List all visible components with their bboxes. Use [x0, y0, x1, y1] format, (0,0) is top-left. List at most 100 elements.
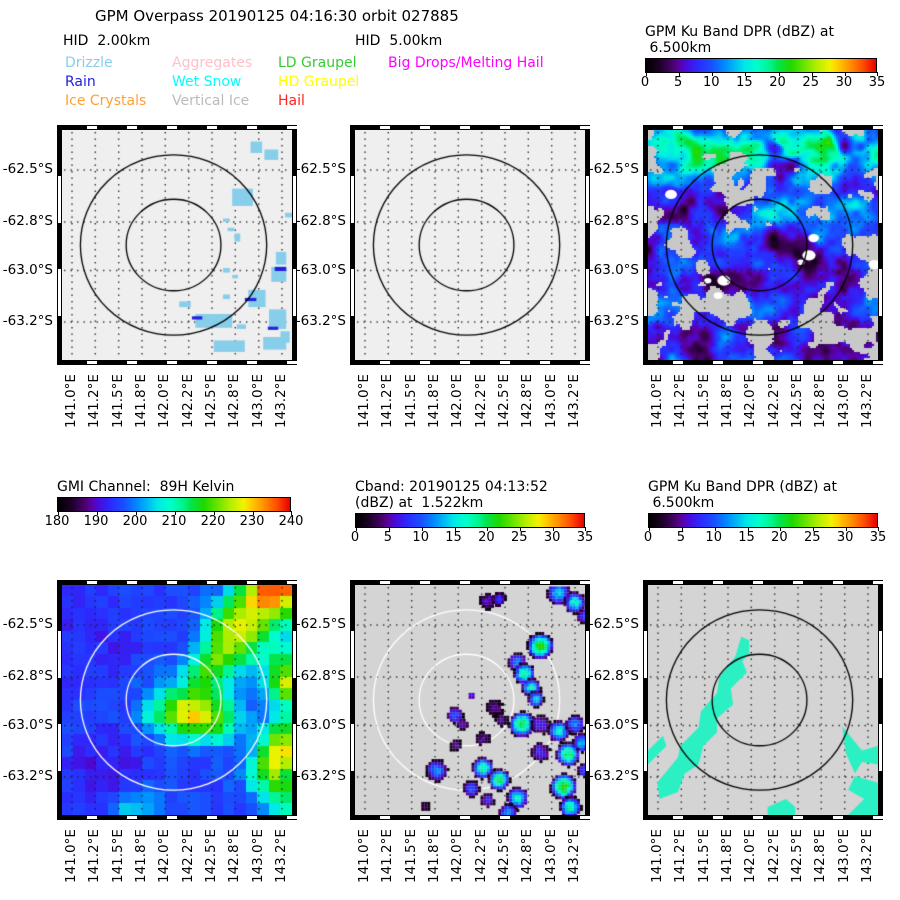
panel-hid-2km-map: -62.5°S -62.8°S -63.0°S -63.2°S 141.0°E 141.2…: [3, 125, 297, 428]
colorbar-tick-label: 0: [640, 75, 650, 90]
colorbar-tick-label: 5: [383, 530, 392, 545]
lon-tick-label: 142.2°E: [179, 374, 196, 428]
lon-tick-label: 141.2°E: [672, 374, 689, 428]
colorbar-tick-label: 5: [674, 75, 683, 90]
colorbar-tickmark: [778, 72, 780, 76]
legend-item-rain: Rain: [65, 74, 96, 90]
panel-cband-map: -62.5°S -62.8°S -63.0°S -63.2°S 141.0°E 141.2…: [296, 580, 590, 883]
colorbar-title: GPM Ku Band DPR (dBZ) at: [648, 479, 837, 495]
lon-tick-label: 143.0°E: [249, 829, 266, 883]
colorbar-tickmark: [679, 72, 681, 76]
colorbar-tickmark: [846, 527, 848, 531]
map-frame: [57, 360, 297, 365]
lon-tick-label: 141.2°E: [86, 829, 103, 883]
map-frame: [350, 815, 590, 820]
colorbar-tick-label: 210: [161, 514, 187, 529]
lon-tick-label: 143.2°E: [272, 374, 289, 428]
colorbar-title: GMI Channel: 89H Kelvin: [57, 479, 235, 495]
lon-tick-label: 142.0°E: [742, 829, 759, 883]
lon-tick-label: 142.8°E: [519, 374, 536, 428]
colorbar-tickmark: [712, 72, 714, 76]
cband-canvas: [355, 585, 585, 815]
colorbar-title-line2: (dBZ) at 1.522km: [355, 495, 484, 511]
colorbar-tick-label: 240: [278, 514, 304, 529]
lat-tick-label: -62.5°S: [588, 161, 639, 178]
lon-tick-label: 142.2°E: [472, 829, 489, 883]
colorbar-tick-label: 30: [543, 530, 561, 545]
colorbar-tick-label: 35: [869, 530, 887, 545]
lat-tick-label: -63.2°S: [588, 313, 639, 330]
lat-tick-label: -63.0°S: [2, 261, 53, 278]
colorbar-gmi: GMI Channel: 89H Kelvin 180 190 200 210 220 2…: [45, 479, 304, 530]
lon-tick-label: 141.0°E: [356, 374, 372, 428]
legend-item-drizzle: Drizzle: [65, 55, 113, 71]
lon-tick-label: 141.2°E: [379, 829, 396, 883]
lat-tick-label: -62.5°S: [2, 616, 53, 633]
hid-5km-canvas: [355, 130, 585, 360]
map-frame: [878, 130, 883, 360]
lat-tick-label: -63.0°S: [588, 716, 639, 733]
panel-ku-regrid-map: -62.5°S -62.8°S -63.0°S -63.2°S 141.0°E 141.2…: [589, 580, 883, 883]
lat-tick-label: -62.8°S: [295, 213, 346, 229]
colorbar-tick-label: 15: [445, 530, 462, 545]
map-frame: [585, 585, 590, 815]
lon-tick-label: 142.5°E: [203, 829, 219, 883]
colorbar-tick-label: 30: [835, 75, 853, 90]
lon-tick-label: 142.5°E: [496, 374, 512, 428]
legend-item-ice-crystals: Ice Crystals: [65, 93, 147, 109]
lon-tick-label: 143.2°E: [858, 829, 875, 883]
lon-tick-label: 143.0°E: [835, 829, 852, 883]
lon-tick-label: 142.8°E: [519, 829, 536, 883]
colorbar-tickmark: [291, 511, 292, 515]
lon-tick-label: 142.0°E: [742, 374, 759, 428]
lon-tick-label: 143.0°E: [542, 374, 559, 428]
lat-tick-label: -62.8°S: [588, 668, 639, 684]
lat-tick-label: -62.5°S: [295, 616, 346, 633]
colorbar-tickmark: [421, 527, 423, 531]
lon-tick-label: 142.2°E: [765, 829, 782, 883]
ku-regrid-canvas: [648, 585, 878, 815]
map-frame: [643, 125, 883, 130]
lon-tick-label: 142.0°E: [449, 829, 466, 883]
map-frame: [292, 585, 297, 815]
legend-item-vertical-ice: Vertical Ice: [172, 93, 250, 109]
map-frame: [643, 130, 648, 360]
colorbar-tick-label: 15: [738, 530, 755, 545]
lon-tick-label: 141.2°E: [672, 829, 689, 883]
map-frame: [643, 815, 883, 820]
colorbar-tick-label: 30: [836, 530, 854, 545]
map-frame: [350, 360, 590, 365]
colorbar-title: Cband: 20190125 04:13:52: [355, 479, 548, 495]
map-frame: [57, 580, 297, 585]
lon-tick-label: 143.0°E: [542, 829, 559, 883]
colorbar-tickmark: [649, 527, 650, 531]
legend-item-hd-graupel: HD Graupel: [278, 74, 360, 90]
panel-gmi-89h-map: -62.5°S -62.8°S -63.0°S -63.2°S 141.0°E 141.2…: [3, 580, 297, 883]
colorbar-ticks: 0 5 10 15 20 25 30 35: [351, 528, 593, 546]
lon-tick-label: 141.0°E: [649, 374, 665, 428]
lat-tick-label: -63.0°S: [295, 716, 346, 733]
colorbar-tickmark: [214, 511, 215, 515]
map-frame: [350, 585, 355, 815]
colorbar-tickmark: [136, 511, 137, 515]
colorbar-tick-label: 20: [771, 530, 788, 545]
lon-tick-label: 142.8°E: [226, 829, 243, 883]
lon-tick-label: 142.5°E: [496, 829, 512, 883]
lon-tick-label: 141.8°E: [425, 829, 442, 883]
map-frame: [57, 125, 297, 130]
lat-tick-label: -62.8°S: [588, 213, 639, 229]
hid-2km-canvas: [62, 130, 292, 360]
map-frame: [350, 130, 355, 360]
lon-tick-label: 142.0°E: [449, 374, 466, 428]
colorbar-tick-label: 180: [44, 514, 70, 529]
lon-tick-label: 143.0°E: [249, 374, 266, 428]
lon-tick-label: 142.5°E: [203, 374, 219, 428]
colorbar-tickmark: [878, 527, 879, 531]
lon-tick-label: 141.5°E: [695, 829, 712, 883]
lon-tick-label: 142.5°E: [789, 374, 805, 428]
lon-tick-label: 141.8°E: [132, 374, 149, 428]
colorbar-tickmark: [487, 527, 489, 531]
lon-tick-label: 143.0°E: [835, 374, 852, 428]
lon-tick-label: 141.5°E: [695, 374, 712, 428]
colorbar-gradient: [645, 58, 878, 76]
